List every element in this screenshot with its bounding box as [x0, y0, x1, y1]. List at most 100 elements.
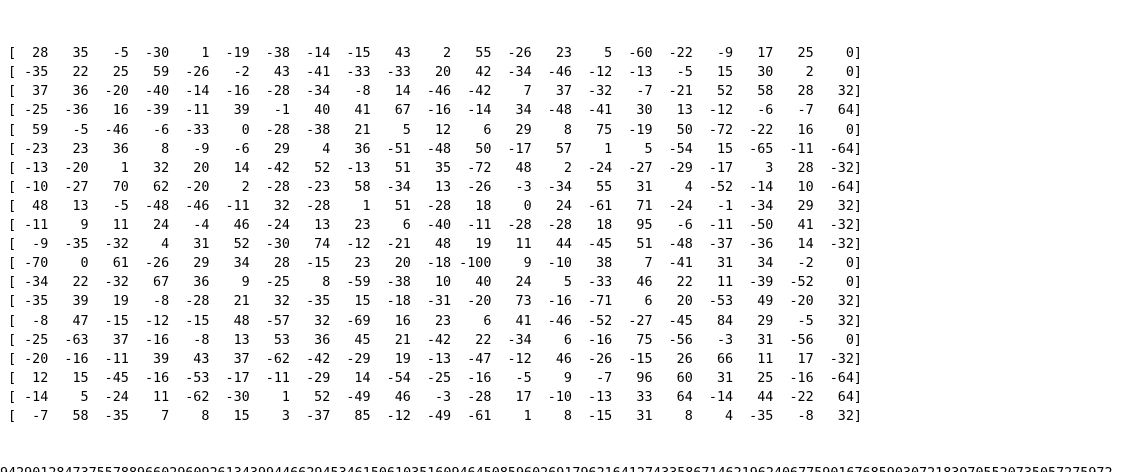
- matrix-cell: 8: [201, 408, 210, 424]
- matrix-cell: -35: [24, 65, 49, 81]
- matrix-cell: -35: [104, 408, 129, 424]
- matrix-cell: -16: [467, 370, 492, 386]
- matrix-cell: 3: [281, 408, 290, 424]
- matrix-cell: -48: [144, 198, 170, 214]
- matrix-cell: 32: [837, 84, 854, 100]
- matrix-cell: 12: [32, 370, 49, 386]
- matrix-cell: -18: [426, 256, 452, 272]
- matrix-cell: 46: [636, 275, 653, 291]
- matrix-row: 12 15 -45 -16 -53 -17 -11 -29 14 -54 -25 -16 -5 9 -7 96…: [8, 369, 1125, 388]
- matrix-cell: 15: [716, 141, 734, 157]
- matrix-cell: -46: [104, 122, 129, 138]
- matrix-cell: 85: [354, 408, 371, 424]
- matrix-cell: -14: [467, 103, 492, 119]
- matrix-cell: 2: [443, 46, 452, 62]
- matrix-cell: 4: [322, 141, 331, 157]
- matrix-cell: -13: [346, 160, 371, 176]
- matrix-cell: 10: [797, 179, 814, 195]
- matrix-cell: -28: [265, 84, 290, 100]
- matrix-cell: 37: [233, 351, 250, 367]
- matrix-cell: 14: [354, 370, 371, 386]
- matrix-cell: -16: [588, 332, 613, 348]
- matrix-cell: -28: [547, 218, 572, 234]
- matrix-cell: -1: [716, 198, 734, 214]
- matrix-cell: -41: [668, 256, 693, 272]
- matrix-cell: 57: [555, 141, 572, 157]
- matrix-cell: -28: [507, 218, 532, 234]
- matrix-cell: 6: [563, 332, 572, 348]
- matrix-cell: -24: [668, 198, 693, 214]
- matrix-cell: -12: [144, 313, 170, 329]
- matrix-cell: -69: [346, 313, 371, 329]
- matrix-cell: -34: [306, 84, 331, 100]
- matrix-cell: 23: [72, 141, 89, 157]
- matrix-cell: 21: [233, 294, 250, 310]
- matrix-cell: -33: [386, 65, 411, 81]
- matrix-cell: 0: [845, 122, 854, 138]
- matrix-cell: 36: [112, 141, 129, 157]
- matrix-cell: -53: [708, 294, 734, 310]
- matrix-cell: -32: [104, 275, 129, 291]
- matrix-cell: -54: [386, 370, 411, 386]
- matrix-cell: -13: [426, 351, 452, 367]
- matrix-cell: 23: [555, 46, 572, 62]
- matrix-cell: 52: [314, 160, 331, 176]
- matrix-cell: -32: [829, 218, 854, 234]
- matrix-cell: 18: [596, 218, 613, 234]
- matrix-cell: -11: [185, 103, 210, 119]
- matrix-cell: 67: [394, 103, 411, 119]
- matrix-cell: -14: [185, 84, 210, 100]
- matrix-cell: -12: [588, 65, 613, 81]
- matrix-cell: -6: [153, 122, 170, 138]
- matrix-cell: 37: [32, 84, 49, 100]
- matrix-row: -7 58 -35 7 8 15 3 -37 85 -12 -49 -61 1 8 -15 31 8 4 -35 -8…: [8, 407, 1125, 426]
- matrix-cell: 0: [845, 65, 854, 81]
- matrix-cell: -64: [829, 179, 854, 195]
- matrix-cell: -9: [716, 46, 734, 62]
- matrix-cell: -32: [829, 160, 854, 176]
- matrix-cell: 21: [354, 122, 371, 138]
- matrix-cell: 45: [354, 332, 371, 348]
- matrix-cell: -20: [185, 179, 210, 195]
- matrix-cell: 32: [837, 408, 854, 424]
- matrix-cell: 5: [644, 141, 653, 157]
- matrix-cell: 11: [757, 351, 774, 367]
- matrix-cell: 16: [797, 122, 814, 138]
- matrix-cell: 0: [845, 256, 854, 272]
- matrix-cell: 0: [845, 275, 854, 291]
- matrix-cell: -46: [185, 198, 210, 214]
- matrix-cell: -13: [24, 160, 49, 176]
- matrix-cell: 40: [475, 275, 492, 291]
- matrix-cell: -14: [708, 389, 734, 405]
- matrix-cell: -20: [467, 294, 492, 310]
- matrix-cell: -33: [185, 122, 210, 138]
- matrix-cell: 32: [153, 160, 170, 176]
- matrix-cell: -46: [547, 313, 572, 329]
- matrix-cell: -1: [273, 103, 290, 119]
- matrix-cell: 8: [684, 408, 693, 424]
- matrix-row: -847-15-12-1548-5732-691623641-46-52-27-…: [8, 312, 1125, 331]
- matrix-cell: 70: [112, 179, 129, 195]
- matrix-cell: 58: [757, 84, 774, 100]
- matrix-cell: -21: [668, 84, 693, 100]
- matrix-cell: -16: [547, 294, 572, 310]
- matrix-cell: -8: [153, 294, 170, 310]
- matrix-cell: -37: [708, 237, 734, 253]
- matrix-cell: 1: [201, 46, 210, 62]
- matrix-cell: 46: [394, 389, 411, 405]
- matrix-cell: 48: [434, 237, 452, 253]
- matrix-cell: -15: [104, 313, 129, 329]
- matrix-cell: 15: [72, 370, 89, 386]
- matrix-cell: 17: [515, 389, 532, 405]
- matrix-row: -25 -36 16 -39 -11 39 -1 40 41 67 -16 -14 34 -48 -41 30…: [8, 101, 1125, 120]
- matrix-cell: 95: [636, 218, 653, 234]
- matrix-cell: 9: [563, 370, 572, 386]
- matrix-cell: 44: [555, 237, 572, 253]
- matrix-cell: 7: [644, 256, 653, 272]
- matrix-cell: -71: [588, 294, 613, 310]
- matrix-cell: 67: [153, 275, 170, 291]
- matrix-cell: 31: [757, 332, 774, 348]
- matrix-cell: -36: [749, 237, 774, 253]
- matrix-cell: 30: [757, 65, 774, 81]
